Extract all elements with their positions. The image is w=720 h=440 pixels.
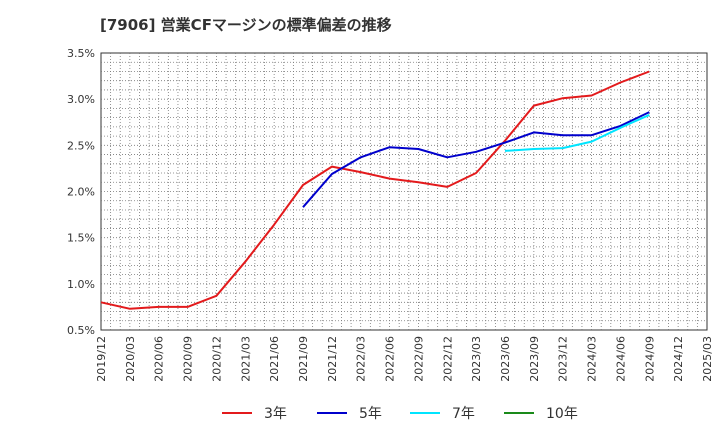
x-tick-label: 2022/06 xyxy=(384,336,397,382)
x-tick-label: 2023/06 xyxy=(499,336,512,382)
x-tick-label: 2022/09 xyxy=(412,336,425,382)
grid xyxy=(100,52,708,331)
x-tick-label: 2024/06 xyxy=(614,336,627,382)
x-tick-label: 2021/09 xyxy=(297,336,310,382)
x-tick-label: 2021/03 xyxy=(239,336,252,382)
x-tick-label: 2023/12 xyxy=(557,336,570,382)
y-tick-label: 3.0% xyxy=(67,93,95,106)
series-line xyxy=(504,113,650,152)
chart-title: [7906] 営業CFマージンの標準偏差の推移 xyxy=(100,16,392,34)
series-line xyxy=(100,70,650,310)
x-tick-label: 2022/12 xyxy=(441,336,454,382)
y-tick-label: 0.5% xyxy=(67,324,95,337)
legend-label: 10年 xyxy=(546,406,578,422)
legend: 3年 5年 7年 10年 xyxy=(222,406,578,422)
legend-label: 5年 xyxy=(359,406,382,422)
x-tick-label: 2020/09 xyxy=(182,336,195,382)
y-tick-label: 3.5% xyxy=(67,47,95,60)
legend-label: 3年 xyxy=(264,406,287,422)
y-tick-label: 1.5% xyxy=(67,232,95,245)
x-tick-label: 2021/06 xyxy=(268,336,281,382)
x-tick-label: 2019/12 xyxy=(95,336,108,382)
series-line xyxy=(302,111,650,208)
x-tick-label: 2024/12 xyxy=(672,336,685,382)
x-tick-label: 2020/12 xyxy=(210,336,223,382)
x-tick-label: 2022/03 xyxy=(355,336,368,382)
axes: 0.5% 1.0% 1.5% 2.0% 2.5% 3.0% 3.5% 2019/12 2020/… xyxy=(67,47,714,382)
legend-label: 7年 xyxy=(452,406,475,422)
x-tick-label: 2024/03 xyxy=(586,336,599,382)
x-tick-label: 2024/09 xyxy=(643,336,656,382)
series-lines xyxy=(100,70,650,310)
y-tick-label: 2.0% xyxy=(67,186,95,199)
x-tick-label: 2020/03 xyxy=(124,336,137,382)
x-tick-label: 2023/03 xyxy=(470,336,483,382)
y-tick-label: 2.5% xyxy=(67,139,95,152)
x-tick-label: 2021/12 xyxy=(326,336,339,382)
y-tick-label: 1.0% xyxy=(67,278,95,291)
x-tick-label: 2023/09 xyxy=(528,336,541,382)
x-tick-label: 2020/06 xyxy=(153,336,166,382)
x-tick-label: 2025/03 xyxy=(701,336,714,382)
